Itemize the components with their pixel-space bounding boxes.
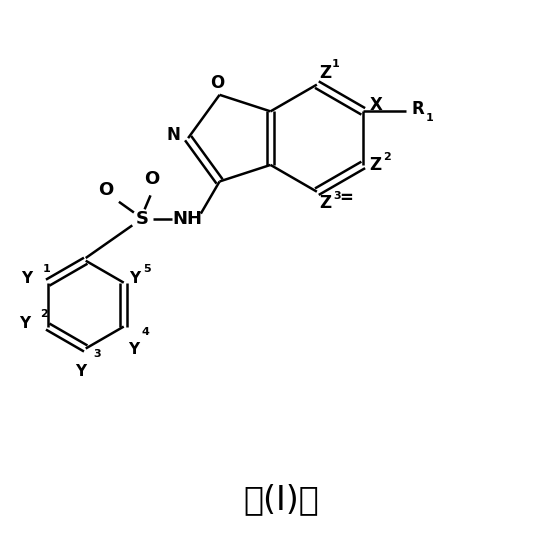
- Text: 3: 3: [333, 191, 340, 201]
- Text: S: S: [135, 210, 148, 228]
- Text: Z: Z: [370, 156, 382, 174]
- Text: NH: NH: [173, 210, 202, 228]
- Text: Y: Y: [128, 342, 139, 356]
- Text: O: O: [144, 170, 159, 188]
- Text: 4: 4: [142, 327, 150, 337]
- Text: 1: 1: [332, 59, 340, 69]
- Text: X: X: [370, 96, 382, 114]
- Text: 3: 3: [94, 349, 101, 359]
- Text: Y: Y: [75, 363, 86, 379]
- Text: Y: Y: [22, 271, 32, 286]
- Text: 式(I)；: 式(I)；: [243, 483, 319, 516]
- Text: Y: Y: [19, 317, 30, 331]
- Text: 2: 2: [40, 309, 48, 319]
- Text: 1: 1: [426, 113, 434, 123]
- Text: O: O: [210, 74, 224, 92]
- Text: Y: Y: [129, 271, 140, 286]
- Text: R: R: [412, 100, 424, 118]
- Text: 1: 1: [42, 264, 50, 274]
- Text: Z: Z: [320, 64, 332, 82]
- Text: 5: 5: [143, 264, 150, 274]
- Text: O: O: [98, 181, 114, 199]
- Text: 2: 2: [384, 152, 391, 162]
- Text: Z: Z: [320, 194, 332, 213]
- Text: N: N: [166, 126, 180, 145]
- Text: =: =: [339, 189, 353, 207]
